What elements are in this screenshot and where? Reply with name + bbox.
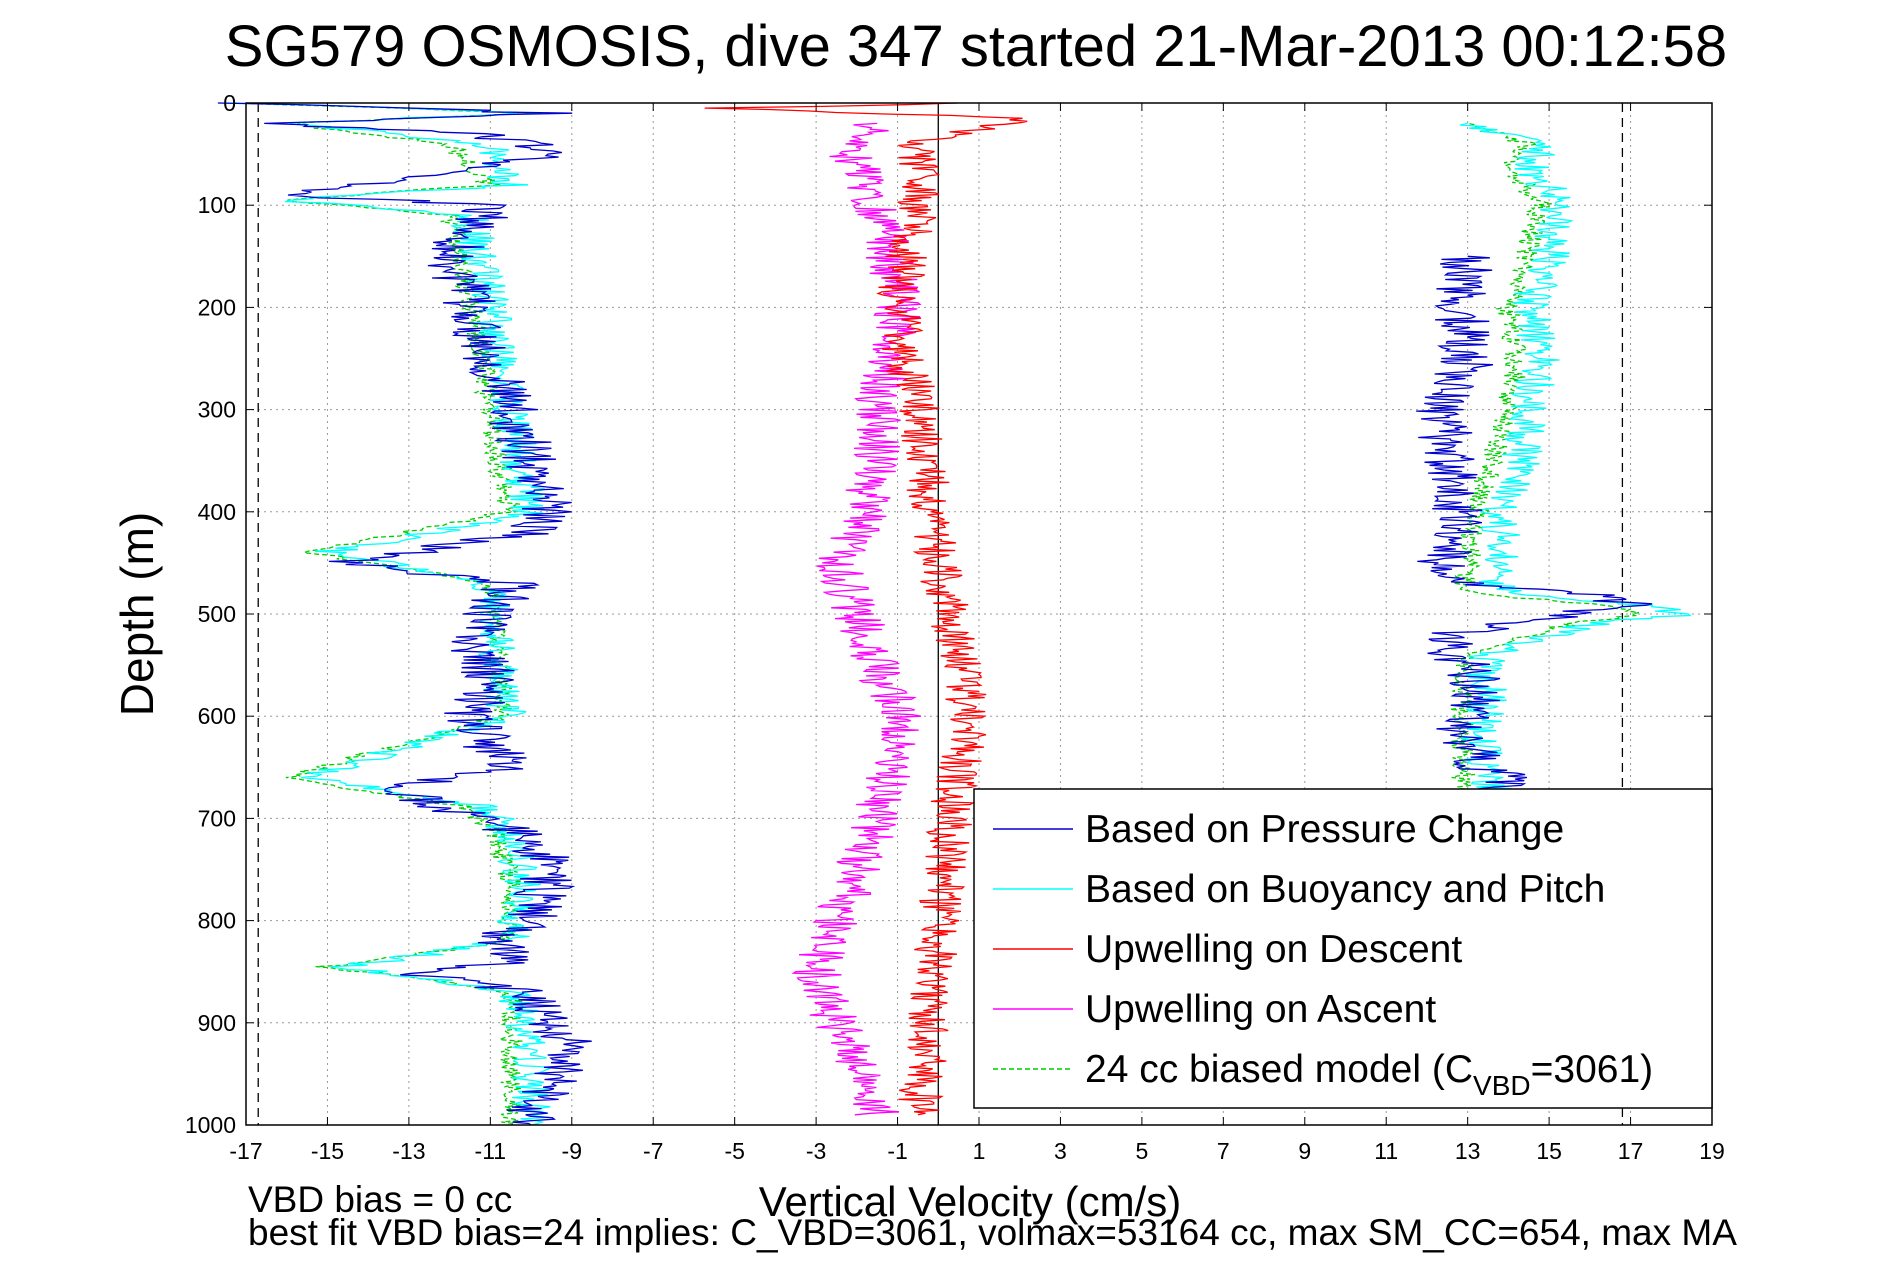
y-tick-label-8: 800 [198,908,236,934]
legend-label-0: Based on Pressure Change [1085,808,1564,851]
y-tick-label-5: 500 [198,601,236,627]
x-tick-label-9: 1 [973,1138,986,1164]
x-tick-label-13: 9 [1298,1138,1311,1164]
series-0-ascent [1416,255,1653,820]
x-axis-label: Vertical Velocity (cm/s) [759,1178,1181,1225]
x-tick-label-15: 13 [1455,1138,1481,1164]
legend-box [973,788,1713,1109]
x-tick-label-18: 19 [1699,1138,1725,1164]
footnote-best-fit: best fit VBD bias=24 implies: C_VBD=3061… [248,1212,1737,1253]
series-layer [217,102,1692,1126]
chart-title: SG579 OSMOSIS, dive 347 started 21-Mar-2… [225,14,1727,79]
x-tick-label-12: 7 [1217,1138,1230,1164]
legend-label-2: Upwelling on Descent [1085,928,1462,971]
footnote-vbd-bias: VBD bias = 0 cc [248,1179,512,1220]
y-tick-label-10: 1000 [185,1112,236,1138]
series-4-ascent [1448,122,1640,820]
x-tick-label-5: -7 [643,1138,663,1164]
x-tick-label-4: -9 [562,1138,582,1164]
x-tick-label-1: -15 [311,1138,344,1164]
y-tick-label-4: 400 [198,499,236,525]
y-tick-label-9: 900 [198,1010,236,1036]
x-tick-label-2: -13 [392,1138,425,1164]
legend: Based on Pressure Change Based on Buoyanc… [973,788,1713,1109]
y-tick-label-0: 0 [223,90,236,116]
x-tick-label-3: -11 [475,1138,507,1164]
x-tick-label-0: -17 [229,1138,262,1164]
x-tick-label-17: 17 [1618,1138,1644,1164]
legend-label-1: Based on Buoyancy and Pitch [1085,868,1605,911]
x-tick-label-10: 3 [1054,1138,1067,1164]
y-tick-labels: 0 100 200 300 400 500 600 700 800 900 1000 [185,90,1712,1138]
y-tick-label-3: 300 [198,397,236,423]
x-tick-label-11: 5 [1135,1138,1148,1164]
legend-label-4: 24 cc biased model (CVBD=3061) [1085,1048,1653,1101]
x-tick-label-16: 15 [1536,1138,1562,1164]
series-2-descent [704,102,1028,1116]
x-tick-labels: -17 -15 -13 -11 -9 -7 -5 -3 -1 1 3 5 7 9 11 13 15 17 19 [229,103,1725,1164]
x-tick-label-6: -5 [724,1138,744,1164]
x-tick-label-14: 11 [1374,1138,1398,1164]
series-0-descent [217,102,592,1126]
y-tick-label-1: 100 [198,192,236,218]
y-tick-label-2: 200 [198,294,236,320]
y-tick-label-7: 700 [198,805,236,831]
x-tick-label-7: -3 [806,1138,826,1164]
x-tick-label-8: -1 [887,1138,907,1164]
legend-label-3: Upwelling on Ascent [1085,988,1436,1031]
y-tick-label-6: 600 [198,703,236,729]
y-axis-label: Depth (m) [111,512,163,716]
